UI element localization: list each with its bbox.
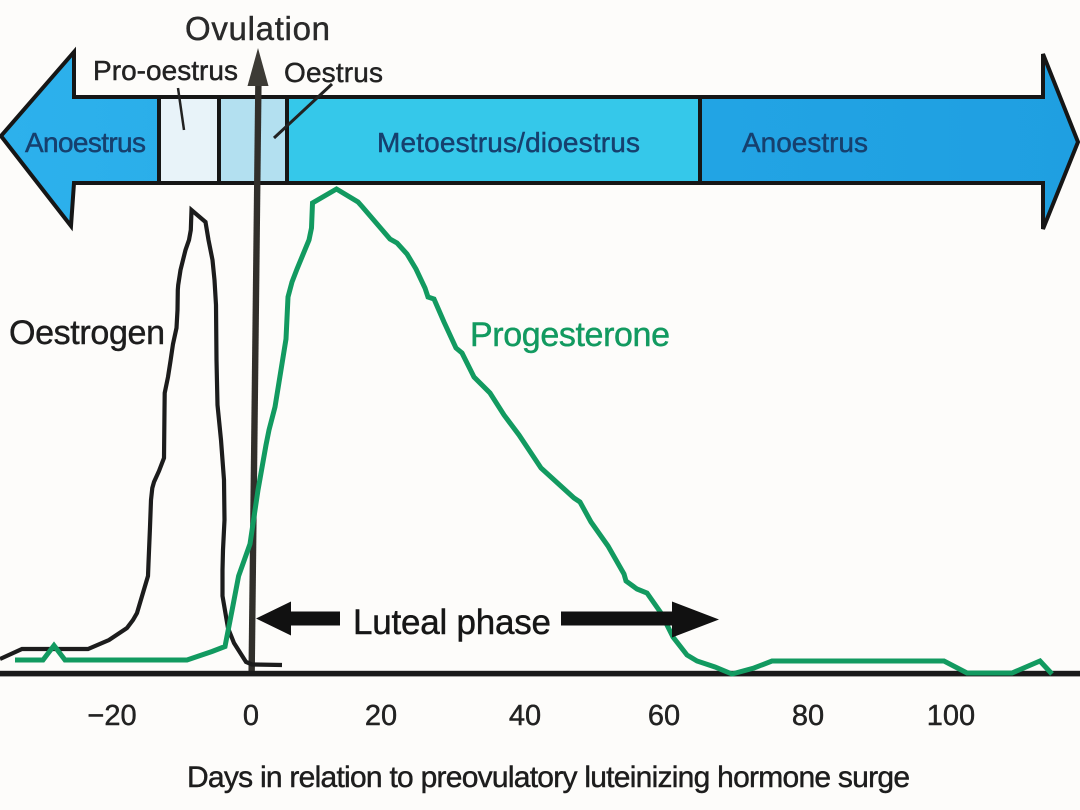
svg-text:Metoestrus/dioestrus: Metoestrus/dioestrus: [377, 127, 640, 158]
svg-text:80: 80: [792, 700, 824, 732]
svg-text:0: 0: [243, 700, 259, 732]
svg-text:60: 60: [648, 700, 680, 732]
svg-text:Oestrus: Oestrus: [284, 57, 383, 88]
svg-text:Anoestrus: Anoestrus: [742, 127, 868, 158]
svg-text:−20: −20: [87, 700, 136, 732]
svg-text:Progesterone: Progesterone: [470, 316, 670, 354]
svg-text:40: 40: [509, 700, 541, 732]
svg-text:Ovulation: Ovulation: [185, 10, 330, 47]
svg-text:Pro-oestrus: Pro-oestrus: [93, 55, 238, 86]
svg-text:Anoestrus: Anoestrus: [25, 127, 146, 158]
svg-text:20: 20: [365, 700, 397, 732]
svg-text:Luteal phase: Luteal phase: [353, 603, 551, 642]
svg-text:Oestrogen: Oestrogen: [9, 314, 165, 352]
svg-text:Days in relation to preovulato: Days in relation to preovulatory luteini…: [187, 761, 910, 794]
svg-text:100: 100: [927, 700, 975, 732]
